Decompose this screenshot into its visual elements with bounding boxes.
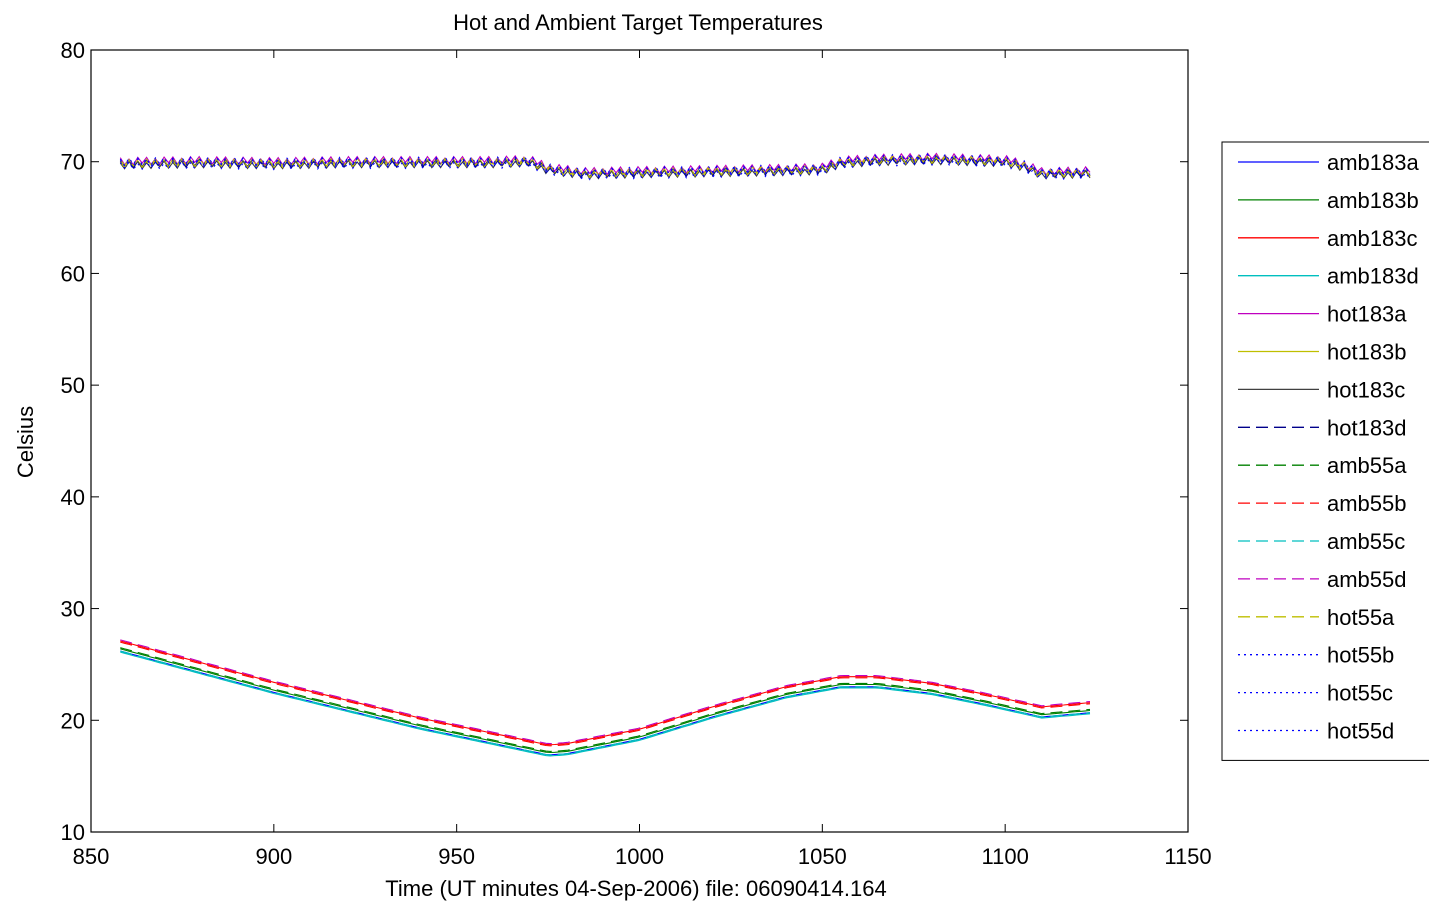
- legend-label: amb55c: [1327, 529, 1405, 554]
- series-line-amb55a: [120, 647, 1091, 752]
- y-tick-label: 30: [61, 597, 85, 622]
- y-tick-label: 10: [61, 820, 85, 845]
- legend-label: amb183a: [1327, 150, 1420, 175]
- y-tick-label: 70: [61, 150, 85, 175]
- series-line-amb55d: [120, 639, 1091, 745]
- x-tick-label: 1150: [1164, 844, 1211, 869]
- axis-ticks: 850 900 950 1000 1050 1100 1150 10 20 30 40 50 60 70 8…: [61, 38, 1212, 869]
- series-layer: [119, 152, 1091, 757]
- legend-box: [1221, 141, 1429, 761]
- legend-label: amb183b: [1327, 188, 1419, 213]
- series-line-hot55c: [119, 157, 1091, 181]
- legend-label: amb183c: [1327, 226, 1418, 251]
- series-line-amb55c: [120, 650, 1091, 756]
- y-tick-label: 20: [61, 708, 85, 733]
- y-tick-label: 60: [61, 261, 85, 286]
- series-line-amb183b: [120, 648, 1091, 754]
- legend-label: hot55d: [1327, 719, 1394, 744]
- x-tick-label: 950: [438, 844, 475, 869]
- chart-title: Hot and Ambient Target Temperatures: [453, 10, 823, 35]
- x-tick-label: 1100: [982, 844, 1029, 869]
- x-tick-label: 1050: [798, 844, 847, 869]
- legend-label: amb55d: [1327, 567, 1407, 592]
- legend-label: hot183d: [1327, 415, 1407, 440]
- y-tick-label: 80: [61, 38, 85, 63]
- legend-label: amb55a: [1327, 453, 1407, 478]
- legend-label: hot55c: [1327, 681, 1393, 706]
- legend-label: hot183a: [1327, 302, 1407, 327]
- series-line-amb183a: [120, 650, 1091, 756]
- series-line-amb183d: [120, 651, 1091, 757]
- series-line-amb55b: [120, 641, 1091, 747]
- legend-label: hot55a: [1327, 605, 1395, 630]
- legend-label: amb183d: [1327, 264, 1419, 289]
- y-tick-label: 50: [61, 373, 85, 398]
- series-line-hot55b: [119, 153, 1091, 178]
- x-tick-label: 850: [73, 844, 110, 869]
- y-tick-label: 40: [61, 485, 85, 510]
- legend-label: hot183b: [1327, 340, 1407, 365]
- series-line-hot55d: [119, 153, 1091, 177]
- y-axis-label: Celsius: [13, 406, 38, 478]
- x-tick-label: 1000: [615, 844, 664, 869]
- x-tick-label: 900: [255, 844, 292, 869]
- legend-label: amb55b: [1327, 491, 1407, 516]
- legend: amb183a amb183b amb183c amb183d hot183a hot18…: [1221, 141, 1429, 761]
- x-axis-label: Time (UT minutes 04-Sep-2006) file: 0609…: [385, 876, 886, 901]
- legend-label: hot183c: [1327, 377, 1405, 402]
- legend-label: hot55b: [1327, 643, 1394, 668]
- series-line-amb183c: [120, 640, 1091, 746]
